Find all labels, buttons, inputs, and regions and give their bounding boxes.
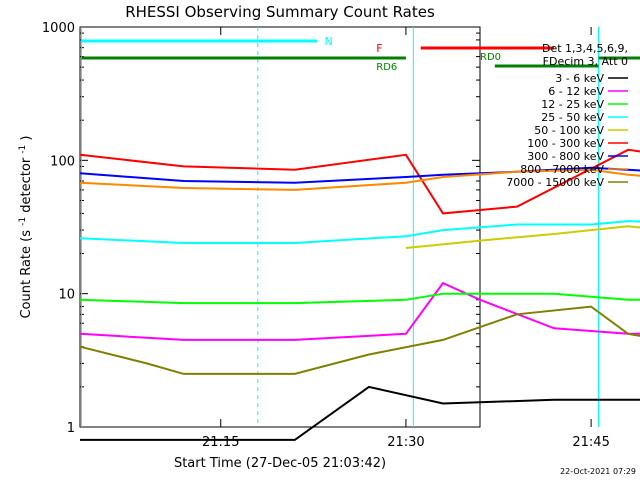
legend-entry-label: 25 - 50 keV [541,111,604,124]
flag-label-rd0: RD0 [480,52,501,63]
x-tick-label: 21:30 [387,435,424,450]
legend-entry-label: 3 - 6 keV [555,72,604,85]
legend-entry-label: 300 - 800 keV [527,150,604,163]
chart-title: RHESSI Observing Summary Count Rates [125,3,435,21]
ylabel-part-3: ) [19,135,34,140]
legend-entry-label: 800 - 7000 keV [520,163,604,176]
flag-label-f: F [376,42,382,55]
legend-header: FDecim 3, Att 0 [543,55,628,68]
series-layer [79,148,640,441]
ylabel-sup-1: -1 [18,217,28,226]
series-50-100-kev [405,225,640,249]
series-25-50-kev [79,220,640,244]
legend-entry-label: 6 - 12 keV [548,85,604,98]
x-axis-label: Start Time (27-Dec-05 21:03:42) [174,456,386,471]
legend-entry-label: 50 - 100 keV [534,124,604,137]
x-tick-label: 21:45 [572,435,609,450]
series-6-12-kev [79,281,640,341]
legend-header: Det 1,3,4,5,6,9, [542,42,628,55]
svg-text:Count Rate (s -1: Count Rate (s -1 detector -1 ) [18,135,34,318]
legend-entry-label: 7000 - 15000 keV [506,176,604,189]
y-axis-label: Count Rate (s -1 detector -1 ) [18,135,34,318]
x-tick-label: 21:15 [202,435,239,450]
ylabel-sup-2: -1 [18,145,28,154]
flag-label-n: N [324,35,332,48]
plot-frame [79,26,481,428]
footer-date: 22-Oct-2021 07:29 [560,467,636,476]
series-12-25-kev [79,292,640,305]
series-800-7000-kev [79,168,640,191]
ylabel-part-1: Count Rate (s [19,230,34,319]
flag-label-rd6: RD6 [376,62,397,73]
series-3-6-kev [80,385,640,441]
y-tick-label: 1000 [42,21,75,36]
legend-entry-label: 12 - 25 keV [541,98,604,111]
series-100-300-kev [79,148,640,215]
y-tick-label: 100 [50,154,75,169]
legend: Det 1,3,4,5,6,9,FDecim 3, Att 0 3 - 6 keV… [506,42,628,189]
marker-layer: N F RD0 RD6 [81,35,640,73]
series-300-800-kev [79,166,640,184]
ylabel-part-2: detector [19,157,34,213]
y-tick-label: 10 [58,288,75,303]
y-tick-label: 1 [67,421,75,436]
series-7000-15000-kev [79,305,640,375]
legend-entry-label: 100 - 300 keV [527,137,604,150]
